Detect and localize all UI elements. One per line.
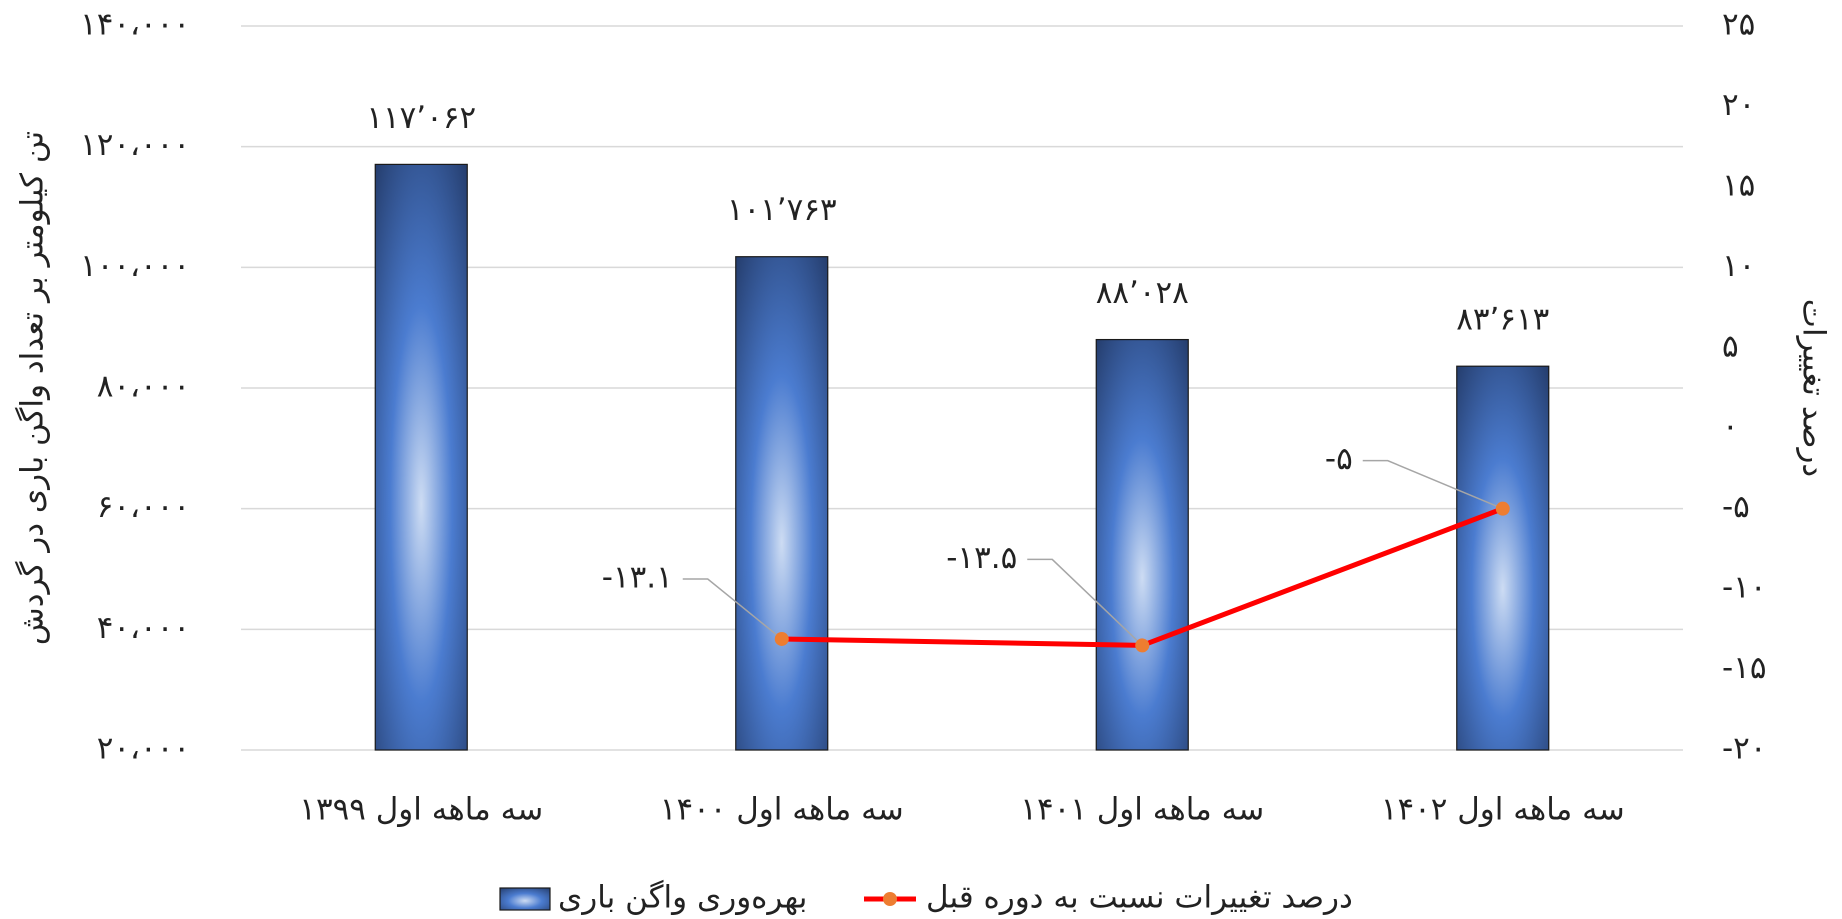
- y2-tick-label: ۲۵: [1722, 7, 1755, 43]
- y-tick-label: ۲۰،۰۰۰: [97, 731, 190, 767]
- bar-value-label: ۱۰۱٬۷۶۳: [727, 192, 837, 228]
- y-tick-label: ۶۰،۰۰۰: [97, 489, 190, 525]
- leader-line: [1362, 459, 1504, 510]
- bar: [735, 256, 829, 751]
- legend-swatch: [499, 887, 551, 911]
- y2-tick-label: ۱۰: [1722, 248, 1755, 284]
- bar-value-label: ۱۱۷٬۰۶۲: [366, 100, 476, 136]
- y2-tick-label: -۲۰: [1722, 731, 1767, 767]
- line-value-label: -۱۳.۱: [602, 559, 673, 595]
- y-tick-label: ۱۴۰،۰۰۰: [80, 7, 190, 43]
- y-tick-label: ۴۰،۰۰۰: [97, 610, 190, 646]
- y2-tick-label: ۲۰: [1722, 87, 1755, 123]
- bar: [1456, 365, 1550, 751]
- y2-tick-label: ۱۵: [1722, 167, 1755, 203]
- x-tick-label: سه ماهه اول ۱۴۰۰: [660, 792, 904, 828]
- y-tick-label: ۱۰۰،۰۰۰: [80, 248, 190, 284]
- legend-swatch: [883, 892, 897, 906]
- y-tick-label: ۸۰،۰۰۰: [97, 369, 190, 405]
- y2-axis-title: درصد تغییرات: [1796, 299, 1832, 477]
- y2-tick-label: ۰: [1722, 409, 1739, 445]
- y2-tick-label: -۱۵: [1722, 650, 1767, 686]
- y2-tick-label: ۵: [1722, 328, 1739, 364]
- bar: [374, 163, 468, 751]
- leader-line: [682, 578, 783, 640]
- legend-label: بهره‌وری واگن باری: [558, 880, 807, 916]
- y-tick-label: ۱۲۰،۰۰۰: [80, 127, 190, 163]
- line-value-label: -۱۳.۵: [946, 540, 1017, 576]
- x-tick-label: سه ماهه اول ۱۴۰۲: [1381, 792, 1625, 828]
- y2-tick-label: -۱۰: [1722, 570, 1767, 606]
- bar: [1095, 338, 1189, 751]
- y-axis-title: تن کیلومتر بر تعداد واگن باری در گردش: [15, 131, 51, 645]
- line-marker: [1135, 638, 1150, 653]
- bar-value-label: ۸۸٬۰۲۸: [1096, 275, 1189, 311]
- line-marker: [774, 631, 789, 646]
- line-marker: [1495, 501, 1510, 516]
- x-tick-label: سه ماهه اول ۱۳۹۹: [299, 792, 543, 828]
- bar-value-label: ۸۳٬۶۱۳: [1456, 302, 1549, 338]
- x-tick-label: سه ماهه اول ۱۴۰۱: [1020, 792, 1264, 828]
- legend-label: درصد تغییرات نسبت به دوره قبل: [926, 880, 1353, 916]
- y2-tick-label: -۵: [1722, 489, 1750, 525]
- leader-line: [1027, 558, 1143, 646]
- line-value-label: -۵: [1325, 441, 1353, 477]
